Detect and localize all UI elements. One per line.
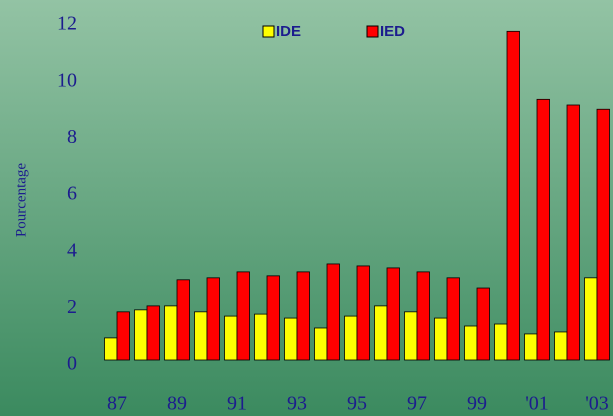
bar xyxy=(506,30,520,361)
y-tick-label: 6 xyxy=(67,183,77,205)
x-tick-label: 95 xyxy=(347,393,367,415)
bar xyxy=(296,271,310,361)
legend-label: IDE xyxy=(276,23,301,40)
bar xyxy=(566,104,580,361)
legend-swatch xyxy=(262,25,275,38)
bar xyxy=(176,279,190,361)
bar xyxy=(344,315,358,361)
y-tick-label: 4 xyxy=(67,239,77,261)
x-tick-label: '03 xyxy=(585,393,609,415)
bar xyxy=(584,277,598,361)
y-tick-label: 10 xyxy=(57,69,77,91)
bar xyxy=(266,275,280,361)
bar xyxy=(536,98,550,361)
bar xyxy=(374,305,388,361)
bar xyxy=(164,305,178,361)
bar xyxy=(596,108,610,361)
bar xyxy=(476,287,490,361)
x-tick-label: '01 xyxy=(525,393,549,415)
bar xyxy=(464,325,478,361)
x-tick-label: 87 xyxy=(107,393,127,415)
x-tick-label: 91 xyxy=(227,393,247,415)
y-tick-label: 8 xyxy=(67,126,77,148)
bar xyxy=(524,333,538,361)
bar xyxy=(386,267,400,361)
y-tick-label: 12 xyxy=(57,13,77,35)
bar xyxy=(416,271,430,361)
bar xyxy=(284,317,298,361)
legend-label: IED xyxy=(380,23,405,40)
bar xyxy=(404,311,418,361)
bar xyxy=(224,315,238,361)
bar xyxy=(236,271,250,361)
bar xyxy=(254,313,268,361)
legend-swatch xyxy=(366,25,379,38)
bar xyxy=(104,337,118,361)
y-tick-label: 2 xyxy=(67,296,77,318)
y-axis-label: Pourcentage xyxy=(13,163,29,237)
bar xyxy=(434,317,448,361)
bar xyxy=(554,331,568,361)
bar xyxy=(314,327,328,361)
x-tick-label: 93 xyxy=(287,393,307,415)
bar xyxy=(134,309,148,361)
x-tick-label: 89 xyxy=(167,393,187,415)
y-tick-label: 0 xyxy=(67,353,77,375)
bar xyxy=(356,265,370,361)
x-tick-label: 97 xyxy=(407,393,427,415)
bar xyxy=(116,311,130,361)
x-tick-label: 99 xyxy=(467,393,487,415)
bar xyxy=(446,277,460,361)
bar xyxy=(494,323,508,361)
bar xyxy=(206,277,220,361)
bar xyxy=(326,263,340,361)
bar xyxy=(194,311,208,361)
bar xyxy=(146,305,160,361)
